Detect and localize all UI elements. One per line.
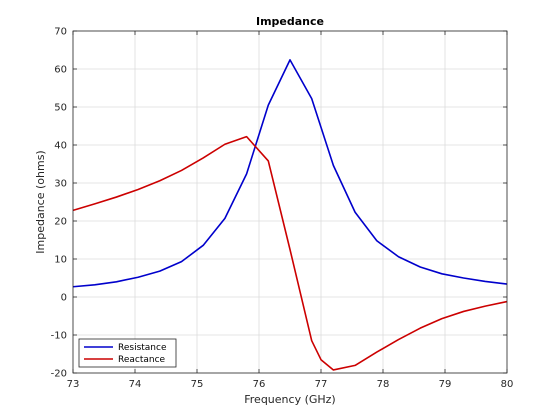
legend-label-reactance: Reactance [118,355,166,365]
series-line-reactance [72,135,508,371]
y-tick-label: 30 [54,179,67,190]
x-tick-label: 77 [315,379,328,390]
x-axis-label: Frequency (GHz) [244,393,335,406]
y-tick-label: 0 [61,293,67,304]
series-line-resistance [72,59,508,288]
y-tick-label: -10 [51,331,67,342]
y-tick-label: -20 [51,369,67,380]
y-tick-label: 10 [54,255,67,266]
chart-title: Impedance [256,15,324,28]
y-tick-label: 40 [54,141,67,152]
y-tick-label: 60 [54,65,67,76]
x-tick-label: 79 [439,379,452,390]
x-tick-label: 73 [67,379,80,390]
y-axis-label: Impedance (ohms) [34,150,47,253]
x-tick-label: 78 [377,379,390,390]
x-tick-label: 80 [501,379,514,390]
axis-ticks: 73 74 75 76 77 78 79 80 -20 -10 0 10 20 30 40 50 60 70 [51,27,514,391]
x-tick-label: 74 [129,379,142,390]
legend: Resistance Reactance [78,338,177,368]
legend-label-resistance: Resistance [118,343,167,353]
y-tick-label: 50 [54,103,67,114]
plot-frame [72,30,508,374]
series-layer [72,59,508,371]
y-tick-label: 70 [54,27,67,38]
legend-box [78,338,177,368]
x-tick-label: 76 [253,379,266,390]
x-tick-label: 75 [191,379,204,390]
y-tick-label: 20 [54,217,67,228]
